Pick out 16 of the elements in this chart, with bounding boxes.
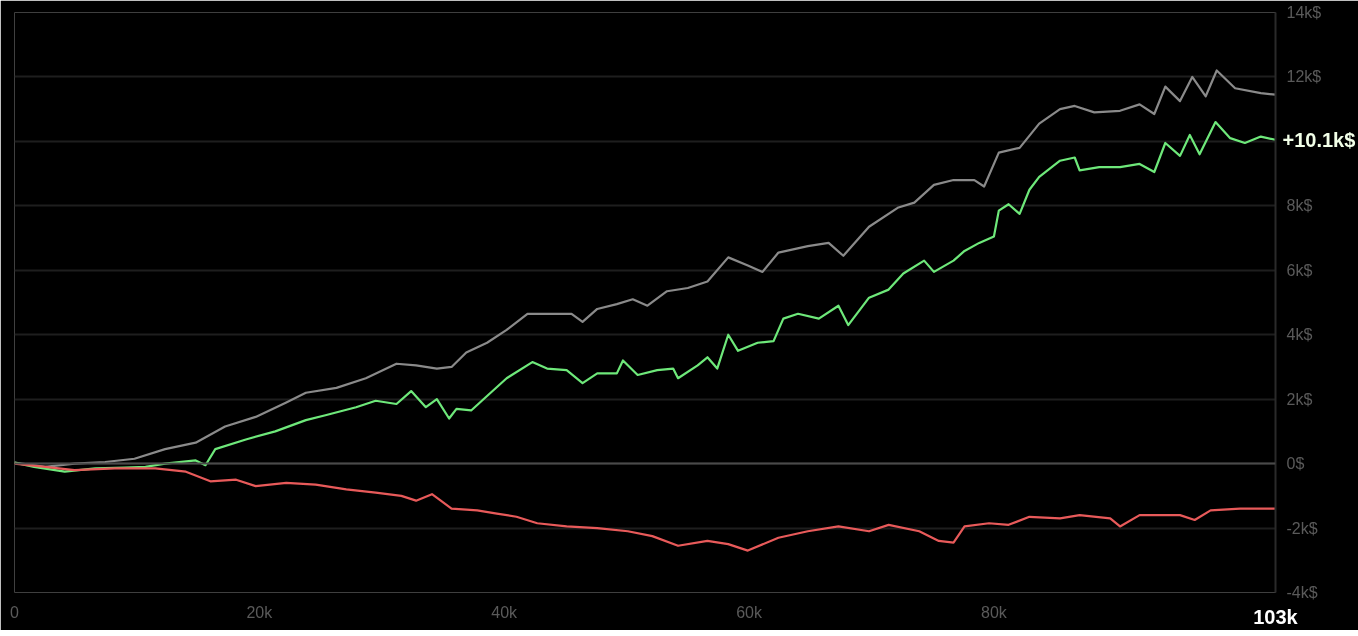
y-tick-label: 2k$ — [1286, 390, 1313, 408]
y-tick-label: 12k$ — [1286, 68, 1322, 86]
x-tick-label: 60k — [736, 603, 763, 621]
x-tick-label: 80k — [981, 603, 1008, 621]
annotation: +10.1k$ — [1282, 128, 1356, 151]
x-tick-label: 40k — [491, 603, 519, 621]
x-tick-label: 0 — [10, 603, 20, 621]
y-tick-label: 8k$ — [1286, 197, 1313, 215]
x-tick-label: 20k — [246, 603, 274, 621]
y-tick-label: -2k$ — [1286, 519, 1318, 537]
y-tick-label: 14k$ — [1286, 4, 1322, 21]
y-tick-label: -4k$ — [1286, 584, 1318, 601]
y-tick-label: 0$ — [1286, 455, 1305, 473]
y-tick-label: 4k$ — [1286, 326, 1313, 344]
y-tick-label: 6k$ — [1286, 261, 1313, 279]
x-tick-label: 103k — [1253, 605, 1299, 628]
